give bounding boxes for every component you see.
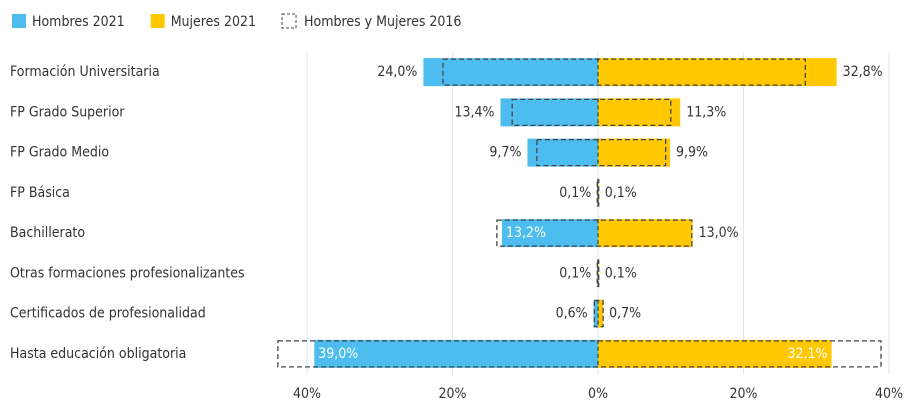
legend-swatch bbox=[12, 14, 26, 28]
category-label: Bachillerato bbox=[10, 225, 85, 241]
legend-label: Mujeres 2021 bbox=[171, 14, 256, 30]
x-tick-label: 20% bbox=[439, 386, 467, 402]
bar bbox=[501, 219, 598, 248]
bar bbox=[593, 299, 598, 328]
category-label: Certificados de profesionalidad bbox=[10, 306, 206, 322]
data-label: 9,7% bbox=[489, 145, 521, 161]
bar bbox=[527, 138, 598, 167]
bar bbox=[598, 299, 604, 328]
category-label: FP Básica bbox=[10, 185, 70, 201]
data-label: 11,3% bbox=[686, 104, 726, 120]
category-label: FP Grado Superior bbox=[10, 104, 125, 120]
category-label: Hasta educación obligatoria bbox=[10, 346, 186, 362]
category-label: Formación Universitaria bbox=[10, 64, 160, 80]
data-label: 32,8% bbox=[843, 64, 883, 80]
data-label: 32,1% bbox=[788, 346, 828, 362]
bar bbox=[598, 98, 681, 127]
reference-box bbox=[442, 58, 806, 86]
reference-box bbox=[536, 138, 667, 167]
category-label: FP Grado Medio bbox=[10, 145, 109, 161]
data-label: 24,0% bbox=[377, 64, 417, 80]
bar bbox=[500, 98, 598, 127]
legend-swatch bbox=[150, 14, 165, 28]
data-label: 0,1% bbox=[605, 185, 637, 201]
data-label: 0,6% bbox=[556, 306, 588, 322]
data-label: 13,4% bbox=[454, 104, 494, 120]
data-label: 13,2% bbox=[506, 225, 546, 241]
bar bbox=[598, 58, 837, 87]
data-label: 0,1% bbox=[605, 265, 637, 281]
data-label: 0,7% bbox=[609, 306, 641, 322]
reference-box bbox=[277, 340, 882, 368]
data-label: 39,0% bbox=[318, 346, 358, 362]
x-tick-label: 40% bbox=[875, 386, 903, 402]
bar bbox=[314, 339, 598, 368]
legend-swatch bbox=[281, 13, 297, 29]
reference-box bbox=[511, 98, 672, 127]
x-tick-label: 40% bbox=[293, 386, 321, 402]
data-label: 9,9% bbox=[676, 145, 708, 161]
bar bbox=[598, 138, 671, 167]
bar bbox=[598, 339, 832, 368]
bar bbox=[423, 58, 598, 87]
bar bbox=[598, 219, 693, 248]
category-label: Otras formaciones profesionalizantes bbox=[10, 265, 245, 281]
legend-label: Hombres 2021 bbox=[32, 14, 125, 30]
reference-box bbox=[496, 219, 693, 247]
data-label: 0,1% bbox=[559, 265, 591, 281]
legend-label: Hombres y Mujeres 2016 bbox=[304, 14, 461, 30]
x-tick-label: 20% bbox=[730, 386, 758, 402]
x-tick-label: 0% bbox=[588, 386, 608, 402]
data-label: 13,0% bbox=[699, 225, 739, 241]
reference-box bbox=[593, 299, 604, 328]
data-label: 0,1% bbox=[559, 185, 591, 201]
